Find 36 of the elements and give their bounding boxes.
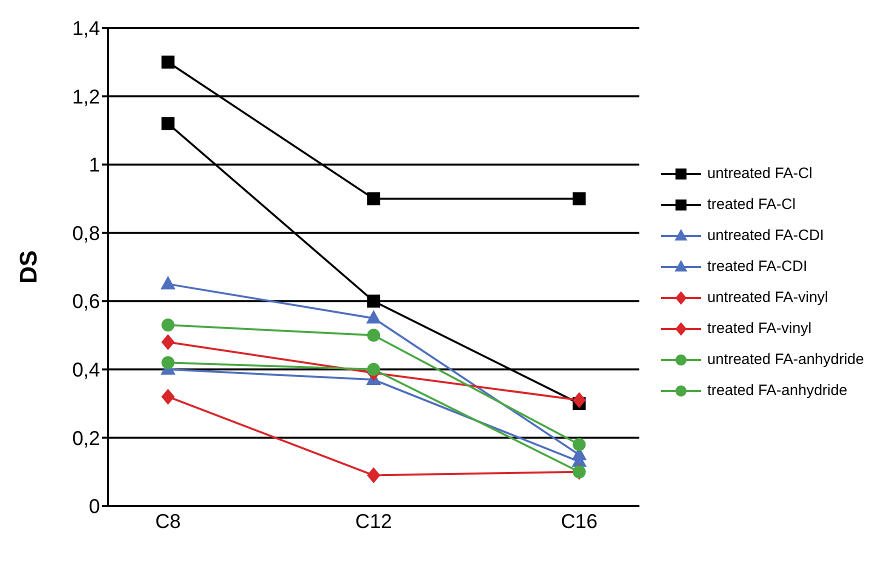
x-tick-label: C12	[355, 511, 392, 534]
point	[162, 56, 174, 69]
x-tick-label: C8	[155, 511, 181, 534]
y-tick-label: 1,4	[72, 18, 100, 40]
point	[367, 468, 380, 483]
legend-label: treated FA-Cl	[707, 196, 796, 213]
y-tick-label: 0	[88, 496, 100, 518]
point	[572, 192, 586, 206]
point	[367, 328, 380, 342]
legend-label: treated FA-anhydride	[707, 382, 848, 399]
point	[572, 438, 586, 452]
legend-label: treated FA-vinyl	[707, 320, 812, 337]
point	[162, 318, 174, 332]
y-tick-label: 0,6	[72, 291, 100, 314]
point	[162, 117, 174, 130]
point	[160, 276, 176, 290]
point	[162, 356, 174, 370]
y-tick-label: 0,2	[72, 428, 100, 450]
y-tick-label: 1	[88, 154, 100, 177]
y-tick-label: 0,8	[72, 222, 100, 245]
y-tick-label: 1,2	[72, 86, 100, 108]
point	[162, 389, 174, 404]
point	[367, 294, 380, 308]
legend-label: untreated FA-CDI	[707, 227, 824, 244]
point	[572, 392, 586, 408]
legend-label: untreated FA-vinyl	[707, 289, 828, 306]
legend-label: treated FA-CDI	[707, 258, 808, 275]
y-axis-title: DS	[16, 250, 43, 284]
point	[366, 310, 381, 324]
x-tick-label: C16	[560, 511, 598, 534]
legend-label: untreated FA-anhydride	[707, 351, 864, 368]
legend-label: untreated FA-Cl	[707, 165, 812, 182]
point	[367, 192, 380, 206]
y-tick-label: 0,4	[72, 360, 100, 382]
point	[162, 334, 174, 350]
point	[367, 362, 380, 376]
